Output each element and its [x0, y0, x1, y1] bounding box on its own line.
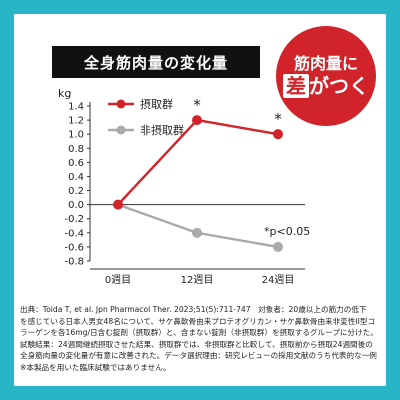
- legend-marker: [116, 125, 126, 135]
- y-tick-label: 0.2: [68, 186, 84, 197]
- y-tick-label: 0.8: [68, 144, 84, 155]
- data-point: [192, 227, 202, 238]
- badge-highlight: 差: [283, 73, 309, 98]
- data-point: [113, 199, 123, 210]
- source-line: を感じている日本人男女48名について、サケ鼻軟骨由来プロテオグリカン・サケ鼻軟骨…: [20, 316, 376, 326]
- series-line: [117, 203, 279, 249]
- y-tick-label: -0.8: [64, 257, 84, 268]
- y-tick-label: 1.0: [68, 130, 84, 141]
- badge-line2: 差がつく: [283, 73, 369, 98]
- y-tick-label: 0.4: [68, 172, 84, 183]
- y-tick-label: 0.6: [68, 158, 84, 169]
- legend-label: 非摂取群: [140, 123, 184, 137]
- badge-line2-rest: がつく: [309, 73, 369, 98]
- y-axis-label: kg: [58, 87, 71, 100]
- source-line: 試験結果：24週間継続摂取させた結果、摂取群では、非摂取群と比較して、摂取前から…: [20, 339, 373, 349]
- y-tick-label: -0.6: [64, 242, 84, 253]
- y-tick-label: -0.4: [64, 228, 84, 239]
- x-tick-label: 12週目: [181, 274, 214, 286]
- legend-label: 摂取群: [140, 97, 173, 111]
- y-tick-label: 1.4: [68, 102, 84, 113]
- annotation: *p<0.05: [264, 225, 310, 238]
- y-tick-label: -0.2: [64, 214, 84, 225]
- y-tick-label: 0.0: [68, 200, 84, 211]
- significance-mark: *: [274, 110, 282, 128]
- data-point: [192, 115, 202, 126]
- legend-marker: [116, 99, 126, 109]
- badge: 筋肉量に 差がつく: [276, 26, 376, 126]
- significance-mark: *: [193, 96, 201, 114]
- source-line: ラーゲンを各16mg/日含む錠剤（摂取群）と、含まない錠剤（非摂取群）を摂取する…: [20, 328, 378, 338]
- data-point: [273, 129, 283, 140]
- badge-line1: 筋肉量に: [293, 54, 358, 74]
- chart-title: 全身筋肉量の変化量: [52, 46, 260, 78]
- source-line: 全身筋肉量の変化量が有意に改善された。データ選択理由：研究レビューの採用文献のう…: [20, 351, 377, 361]
- x-tick-label: 0週目: [105, 274, 131, 286]
- source-note: 出典：Toida T, et al. Jpn Pharmacol Ther. 2…: [20, 304, 382, 374]
- data-point: [273, 241, 283, 252]
- source-line: 出典：Toida T, et al. Jpn Pharmacol Ther. 2…: [20, 305, 367, 314]
- y-tick-label: 1.2: [68, 116, 84, 127]
- x-tick-label: 24週目: [262, 274, 295, 286]
- source-line: ※本製品を用いた臨床試験ではありません。: [20, 362, 171, 372]
